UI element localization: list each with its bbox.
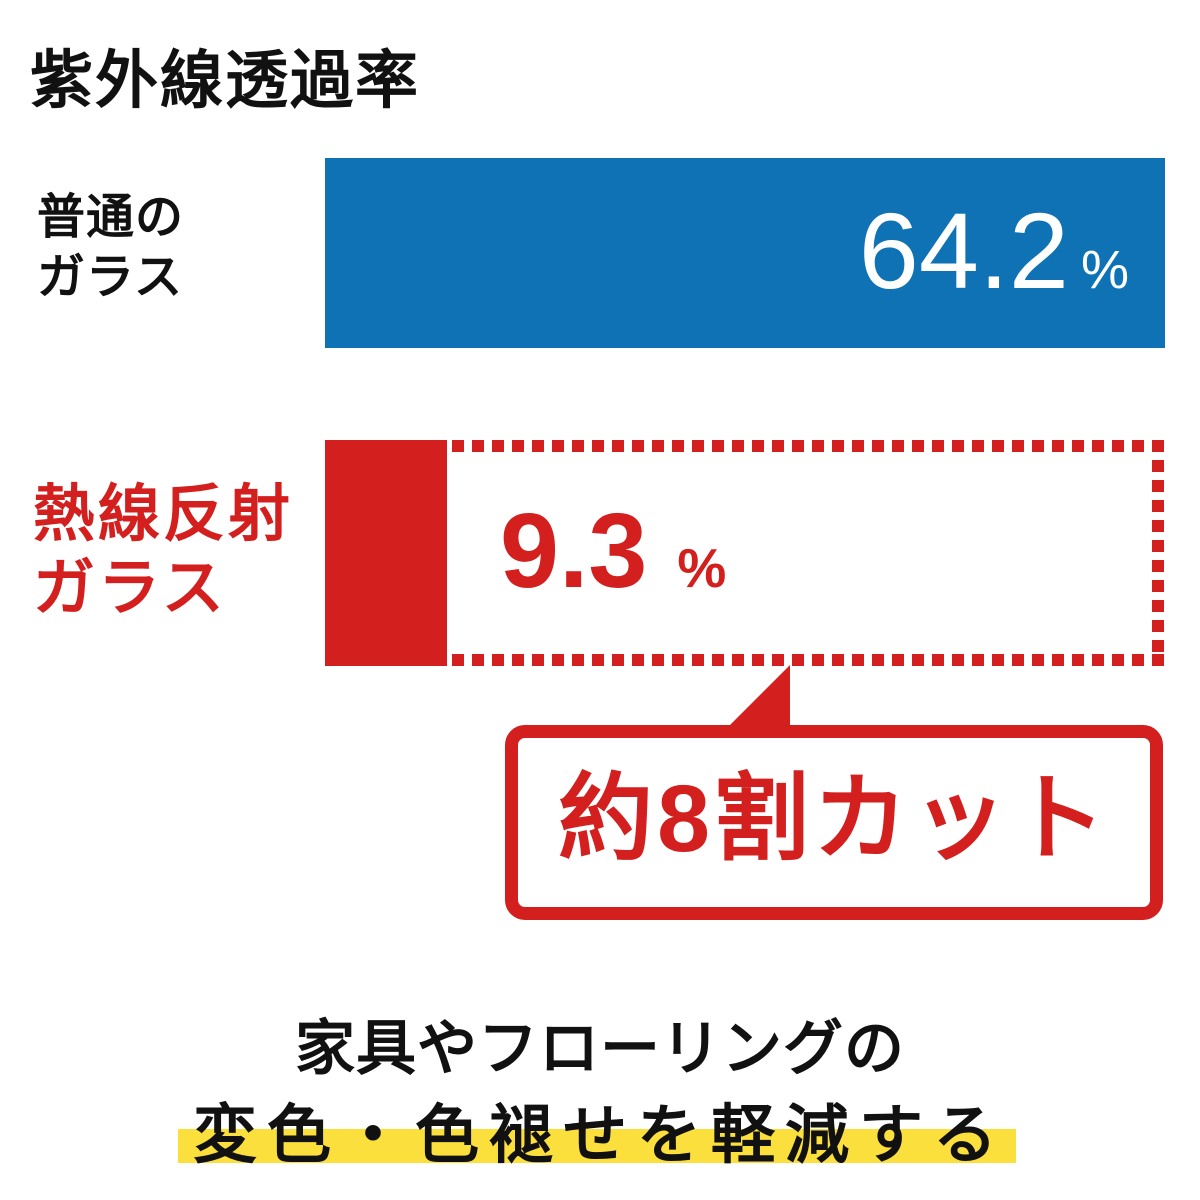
comparison-dotted-outline (325, 440, 1164, 666)
bar-label-normal-glass: 普通の ガラス (37, 191, 185, 304)
chart-title: 紫外線透過率 (30, 46, 420, 116)
bar-value-number: 9.3 (500, 491, 648, 610)
caption-line2: 変色・色褪せを軽減する (193, 1099, 1007, 1171)
bar-label-heat-reflective-glass: 熱線反射 ガラス (33, 480, 294, 623)
bar-heat-reflective-glass (325, 440, 447, 666)
bar-value-normal-glass: 64.2% (859, 196, 1129, 305)
callout-pointer-triangle-icon (723, 665, 790, 732)
callout-text: 約8割カット (558, 766, 1110, 872)
bar-normal-glass: 64.2% (325, 158, 1165, 348)
caption-line1: 家具やフローリングの (295, 1015, 905, 1082)
callout-box: 約8割カット (505, 725, 1163, 920)
dotted-edge-right (1152, 440, 1164, 666)
bar-value-unit: % (677, 536, 727, 599)
yellow-highlight (178, 1129, 1016, 1163)
dotted-edge-bottom (325, 654, 1164, 666)
bar-value-unit: % (1080, 239, 1129, 300)
bar-value-heat-reflective-glass: 9.3% (500, 498, 726, 604)
bar-value-number: 64.2 (858, 189, 1069, 311)
dotted-edge-top (325, 440, 1164, 452)
